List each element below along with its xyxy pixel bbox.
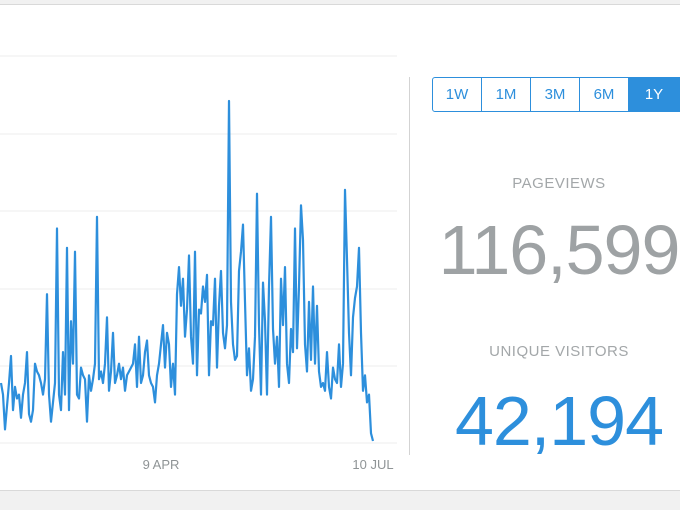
range-button-1y[interactable]: 1Y xyxy=(628,77,680,112)
panel-divider xyxy=(409,77,410,455)
unique-visitors-label: UNIQUE VISITORS xyxy=(489,343,629,360)
time-range-toggle: 1W 1M 3M 6M 1Y xyxy=(432,77,680,112)
unique-visitors-value: 42,194 xyxy=(454,382,664,460)
x-tick-label: 10 JUL xyxy=(352,457,393,472)
x-tick-label: 9 APR xyxy=(143,457,180,472)
analytics-card: 9 APR 10 JUL 1W 1M 3M 6M 1Y PAGEVIEWS 116… xyxy=(0,4,680,491)
traffic-chart: 9 APR 10 JUL xyxy=(0,5,409,492)
traffic-chart-svg: 9 APR 10 JUL xyxy=(0,55,397,472)
range-button-3m[interactable]: 3M xyxy=(530,77,580,112)
pageviews-series-line xyxy=(0,99,375,442)
range-button-1w[interactable]: 1W xyxy=(432,77,482,112)
pageviews-label: PAGEVIEWS xyxy=(512,175,606,192)
range-button-6m[interactable]: 6M xyxy=(579,77,629,112)
pageviews-value: 116,599 xyxy=(438,211,680,289)
range-button-1m[interactable]: 1M xyxy=(481,77,531,112)
